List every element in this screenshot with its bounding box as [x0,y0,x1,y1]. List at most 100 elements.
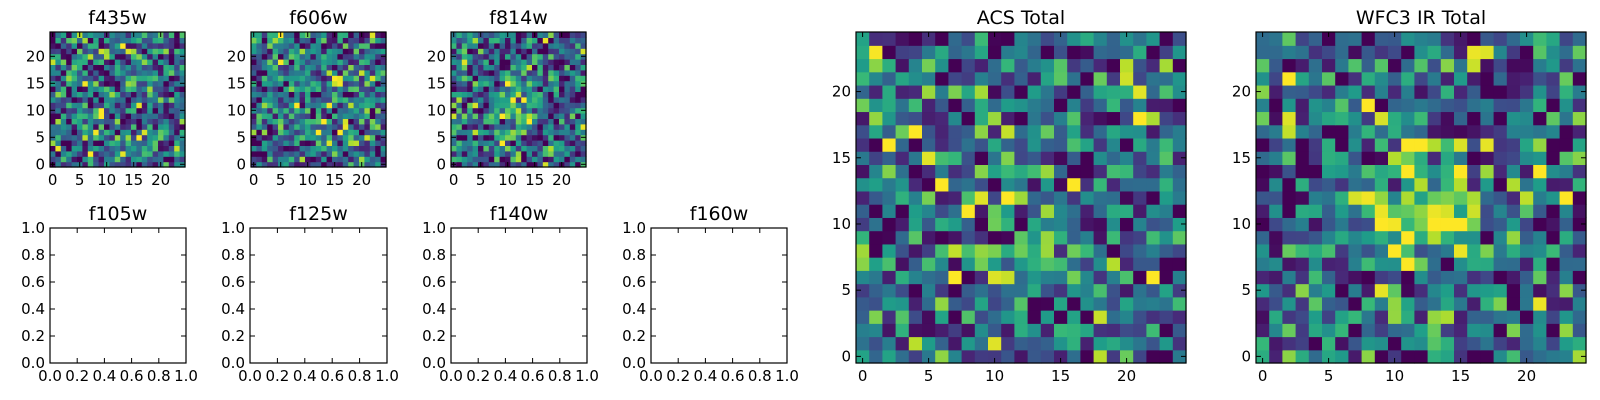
acs-total-cell [961,32,976,46]
f435w-cell [168,32,175,38]
acs-total-cell [1067,296,1081,311]
f435w-cell [120,32,127,38]
acs-total-cell [1027,283,1042,298]
f814w-cell [559,118,565,125]
wfc3-ir-total-cell [1335,98,1349,113]
f435w-cell [60,37,67,44]
acs-total-ytick-label: 5 [841,281,851,299]
acs-total-cell [869,349,883,364]
f606w-cell [337,69,344,76]
f814w-cell [505,107,511,114]
f606w-cell [380,140,387,146]
wfc3-ir-total-cell [1348,283,1363,298]
wfc3-ir-total-cell [1348,230,1363,245]
f435w-cell [179,118,186,125]
f606w-cell [278,102,284,109]
wfc3-ir-total-cell [1361,190,1376,205]
f435w-cell [120,69,127,76]
f814w-cell [537,75,544,82]
f435w-cell [98,96,105,103]
f606w-cell [353,59,360,65]
acs-total-cell [1014,137,1029,152]
f435w-cell [104,113,110,119]
acs-total-cell [1120,32,1134,46]
f814w-cell [537,69,544,76]
f814w-cell [564,123,571,130]
acs-total-cell [908,204,923,218]
f814w-cell [467,129,474,136]
acs-total-cell [1093,230,1108,245]
f606w-cell [369,86,376,92]
f814w-xtick-label: 15 [525,171,544,189]
f814w-cell [548,96,555,103]
acs-total-cell [1001,151,1015,165]
f606w-cell [342,150,349,157]
wfc3-ir-total-cell [1572,243,1587,258]
wfc3-ir-total-cell [1295,151,1310,165]
f814w-cell [456,91,463,98]
f606w-cell [261,80,268,87]
acs-total-cell [1054,310,1068,324]
acs-total-cell [1080,270,1095,285]
wfc3-ir-total-cell [1348,257,1363,271]
wfc3-ir-total-cell [1295,98,1310,113]
f606w-cell [256,91,263,98]
wfc3-ir-total-cell [1322,310,1336,324]
f814w-cell [478,150,484,157]
f814w-cell [461,75,468,82]
f606w-cell [337,113,344,119]
f606w-cell [261,102,268,109]
wfc3-ir-total-cell [1427,270,1442,285]
acs-total-cell [1133,98,1147,113]
f814w-cell [461,86,468,92]
f814w-cell [488,69,495,76]
f814w-cell [521,134,528,141]
f435w-cell [147,96,154,103]
acs-total-cell [869,45,883,60]
f435w-cell [147,150,154,157]
f435w-cell [82,107,89,114]
f435w-cell [55,156,62,163]
wfc3-ir-total-cell [1295,257,1310,271]
f606w-cell [278,118,284,125]
f606w-cell [251,145,257,152]
f606w-cell [369,140,376,146]
f814w-cell [569,107,576,114]
wfc3-ir-total-cell [1414,217,1429,232]
f606w-cell [256,129,263,136]
f606w-cell [272,107,279,114]
f814w-cell [451,113,457,119]
f814w-cell [515,42,522,49]
acs-total-cell [869,283,883,298]
wfc3-ir-total-cell [1572,124,1587,139]
wfc3-ir-total-cell [1427,336,1442,351]
wfc3-ir-total-cell [1361,151,1376,165]
f606w-cell [326,161,333,168]
acs-total-cell [895,137,910,152]
f435w-cell [87,113,94,119]
acs-total-cell [1133,58,1147,73]
acs-total-cell [882,177,897,192]
f814w-cell [580,64,587,71]
f606w-cell [283,140,290,146]
f814w-cell [494,37,501,44]
acs-total-cell [908,177,923,192]
f814w-cell [505,150,511,157]
acs-total-cell [895,204,910,218]
f435w-cell [136,86,143,92]
f606w-cell [380,113,387,119]
wfc3-ir-total-cell [1282,84,1297,99]
wfc3-ir-total-cell [1374,217,1389,232]
f140w-xtick-label: 0.4 [493,367,517,385]
f814w-cell [575,53,582,60]
f606w-cell [315,134,322,141]
f606w-cell [261,53,268,60]
f435w-cell [174,150,181,157]
wfc3-ir-total-cell [1520,336,1534,351]
wfc3-ir-total-cell [1546,230,1561,245]
f435w-cell [114,113,121,119]
f606w-ytick-label: 5 [236,128,246,146]
f435w-cell [158,140,164,146]
acs-total-cell [869,137,883,152]
